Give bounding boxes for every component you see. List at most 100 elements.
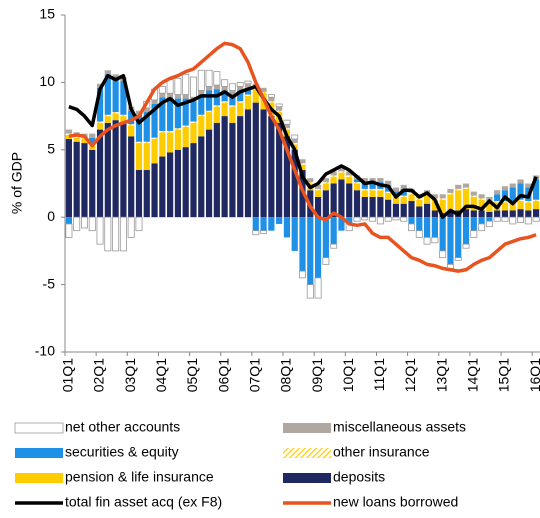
bar [400, 203, 407, 218]
bar [494, 194, 501, 202]
legend-label: miscellaneous assets [333, 419, 466, 435]
bar [423, 195, 431, 204]
bar [143, 170, 150, 218]
bar [314, 277, 322, 299]
bar [291, 217, 298, 251]
bar [439, 217, 446, 251]
bar [346, 183, 353, 218]
bar [128, 125, 135, 137]
bar [291, 139, 298, 144]
bar [361, 178, 368, 183]
bar [392, 203, 400, 218]
bar [244, 94, 252, 96]
bar [252, 217, 259, 231]
x-tick-label: 03Q1 [122, 358, 138, 392]
bar [198, 114, 205, 117]
y-tick-label: 0 [47, 208, 55, 224]
bar [205, 86, 213, 91]
bar [228, 83, 236, 91]
bar [494, 210, 501, 218]
bar [517, 209, 524, 218]
y-tick-label: -10 [35, 343, 55, 359]
bar [299, 163, 306, 165]
y-tick-label: -5 [43, 275, 56, 291]
bar [470, 217, 477, 231]
bar [205, 110, 213, 113]
bar [174, 129, 182, 150]
bar [229, 94, 236, 106]
x-tick-label: 09Q1 [309, 358, 325, 392]
bar [353, 216, 361, 222]
bar [104, 114, 111, 117]
bar [377, 178, 384, 183]
bar [346, 175, 353, 177]
bar [299, 217, 306, 272]
bar [369, 182, 376, 189]
bar [167, 152, 174, 218]
bar [166, 79, 174, 94]
bar [198, 94, 205, 115]
bar [400, 195, 407, 197]
bar [361, 196, 368, 218]
bar [182, 98, 189, 126]
bar [369, 216, 377, 222]
bar [96, 87, 104, 122]
legend-swatch [14, 422, 64, 434]
bar [276, 122, 283, 218]
bar [400, 184, 407, 189]
bar [229, 122, 236, 218]
bar [470, 191, 477, 196]
bar [89, 137, 96, 145]
bar [89, 145, 96, 150]
bar [127, 216, 135, 238]
bar [89, 133, 96, 138]
bar [416, 217, 423, 231]
bar [533, 199, 540, 202]
bar [486, 217, 493, 222]
bar [291, 134, 299, 140]
bar [307, 178, 314, 183]
bar [73, 141, 80, 218]
bar [455, 184, 462, 189]
bar [447, 194, 454, 211]
bar [221, 86, 228, 91]
bar [252, 102, 259, 218]
bar [96, 216, 104, 245]
bar [213, 85, 220, 90]
bar [439, 250, 447, 259]
bar [494, 201, 501, 203]
bar [439, 194, 446, 199]
bar [455, 188, 462, 191]
bar [385, 199, 392, 218]
bar [493, 216, 501, 222]
bar [385, 192, 392, 200]
bar [525, 183, 532, 188]
bar [260, 87, 267, 92]
y-tick-label: 5 [47, 141, 55, 157]
bar [346, 217, 353, 224]
bar [260, 91, 267, 94]
bar [81, 143, 88, 218]
bar [533, 179, 540, 200]
legend-label: deposits [333, 469, 385, 485]
x-tick-label: 04Q1 [153, 358, 169, 392]
bar [408, 223, 416, 232]
bar [353, 179, 361, 183]
bar [299, 270, 306, 279]
bar [96, 129, 104, 218]
bar [517, 183, 524, 200]
bar [283, 124, 291, 129]
bar [478, 194, 485, 199]
bar [174, 128, 182, 130]
bar [283, 128, 291, 130]
bar [244, 80, 252, 85]
bar [408, 217, 415, 224]
bar [198, 136, 205, 218]
bar [330, 171, 337, 176]
bar [151, 137, 158, 140]
bar [330, 176, 337, 184]
bar [267, 94, 275, 98]
bar [392, 196, 400, 204]
bar [158, 86, 166, 94]
